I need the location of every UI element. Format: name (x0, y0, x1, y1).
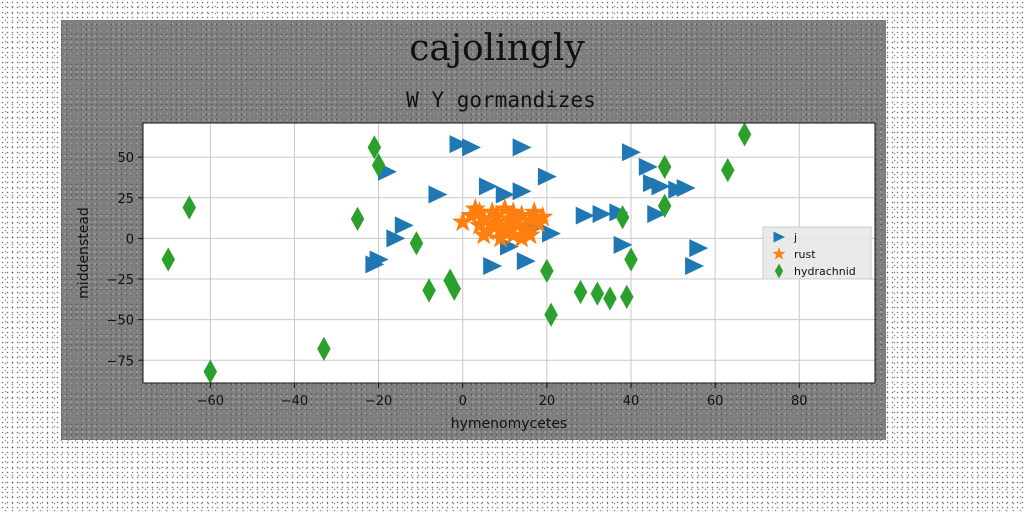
series-rust (452, 197, 554, 248)
legend: j rust hydrachnid (762, 226, 872, 280)
data-point-j (537, 167, 557, 186)
y-tick-label: 0 (126, 232, 134, 247)
data-point-rust (523, 201, 545, 222)
y-axis-label: middenstead (76, 207, 92, 299)
data-point-rust (485, 204, 508, 225)
legend-label-hydrachnid: hydrachnid (794, 265, 856, 278)
data-point-j (647, 205, 667, 223)
plot-frame (142, 122, 876, 384)
data-point-hydrachnid (367, 135, 382, 160)
data-point-hydrachnid (615, 205, 630, 230)
data-point-hydrachnid (603, 286, 617, 311)
scatter-chart: cajolingly W Y gormandizes −60 −40 −20 0 20 4… (76, 28, 876, 432)
x-tick-label: 20 (539, 394, 556, 409)
data-point-j (478, 177, 498, 196)
legend-marker-hydrachnid (774, 263, 784, 279)
y-tick-label: 25 (117, 192, 134, 207)
data-point-rust (510, 227, 533, 248)
data-point-hydrachnid (657, 154, 672, 180)
data-point-hydrachnid (317, 336, 331, 362)
data-point-j (622, 143, 641, 162)
data-points (161, 122, 752, 384)
data-point-j (613, 235, 633, 254)
data-point-j (512, 138, 532, 157)
data-point-hydrachnid (182, 195, 197, 220)
data-point-j (512, 182, 532, 201)
data-point-rust (464, 197, 487, 219)
series-j (365, 135, 709, 275)
chart-subtitle: W Y gormandizes (406, 88, 596, 112)
data-point-j (428, 185, 448, 204)
data-point-rust (506, 207, 529, 228)
data-point-j (449, 135, 469, 154)
y-tick-label: −50 (107, 314, 134, 329)
legend-marker-j (773, 231, 786, 243)
x-axis-label: hymenomycetes (451, 416, 567, 432)
data-point-rust (515, 219, 537, 240)
data-point-j (483, 257, 503, 275)
data-point-rust (531, 206, 554, 227)
legend-label-rust: rust (794, 248, 816, 261)
chart-title: cajolingly (409, 28, 585, 69)
data-point-rust (519, 223, 541, 245)
x-tick-label: 80 (791, 394, 808, 409)
data-point-j (386, 229, 406, 248)
x-tick-label: −40 (281, 394, 308, 409)
x-tick-label: −20 (365, 394, 392, 409)
data-point-j (575, 206, 595, 225)
data-point-rust (506, 214, 529, 235)
data-point-hydrachnid (721, 157, 735, 183)
y-tick-label: −25 (107, 273, 134, 288)
data-point-hydrachnid (371, 153, 386, 178)
data-point-j (462, 138, 482, 157)
chart-figure: cajolingly W Y gormandizes −60 −40 −20 0 20 4… (61, 20, 886, 440)
y-tick-label: −75 (107, 354, 134, 369)
data-point-hydrachnid (573, 279, 588, 305)
x-tick-label: 0 (459, 394, 467, 409)
data-point-rust (485, 210, 508, 232)
data-point-hydrachnid (657, 193, 672, 219)
data-point-j (685, 257, 705, 275)
data-point-rust (481, 214, 503, 235)
data-point-hydrachnid (422, 278, 436, 303)
data-point-hydrachnid (544, 302, 558, 327)
x-tick-label: −60 (197, 394, 224, 409)
data-point-j (365, 255, 385, 274)
data-point-rust (502, 223, 524, 245)
data-point-rust (502, 201, 524, 222)
data-point-j (592, 205, 612, 223)
data-point-rust (481, 201, 503, 222)
data-point-hydrachnid (447, 276, 462, 301)
data-point-hydrachnid (737, 122, 752, 147)
data-point-j (651, 177, 671, 196)
data-point-j (495, 185, 515, 204)
data-point-j (394, 216, 414, 235)
data-point-hydrachnid (620, 284, 634, 310)
data-point-rust (498, 214, 520, 235)
data-point-hydrachnid (203, 359, 218, 384)
data-point-rust (473, 223, 495, 245)
plot-area (143, 123, 875, 383)
data-point-rust (452, 210, 474, 232)
axis-ticks: −60 −40 −20 0 20 40 60 80 −75 −50 −25 0 25 50 (107, 151, 808, 409)
data-point-rust (468, 201, 491, 222)
data-point-j (542, 224, 561, 243)
data-point-j (689, 239, 709, 258)
data-point-j (516, 252, 536, 271)
x-tick-label: 40 (623, 394, 640, 409)
legend-marker-rust (772, 247, 786, 260)
legend-label-j: j (793, 231, 797, 244)
data-point-rust (510, 204, 533, 225)
data-point-rust (494, 197, 516, 219)
x-tick-label: 60 (707, 394, 724, 409)
y-tick-label: 50 (117, 151, 134, 166)
data-point-j (676, 179, 696, 197)
data-point-j (638, 157, 658, 176)
data-point-hydrachnid (409, 231, 424, 256)
data-point-hydrachnid (350, 206, 365, 232)
data-point-hydrachnid (590, 281, 605, 306)
